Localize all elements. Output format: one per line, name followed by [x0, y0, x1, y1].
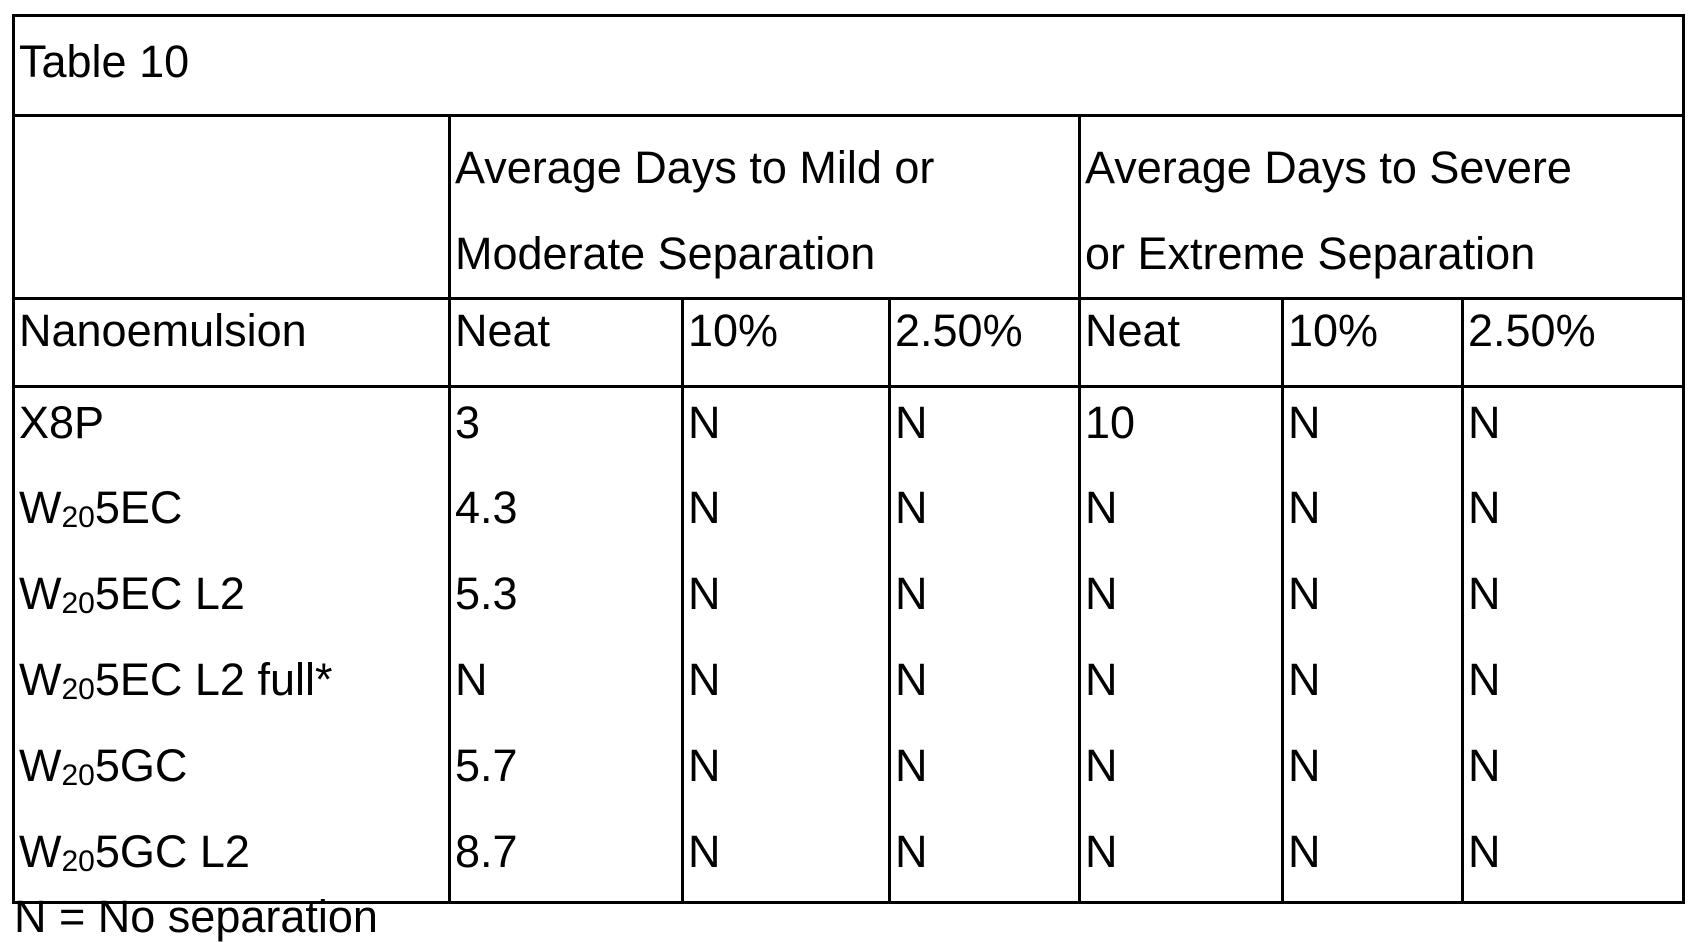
- table-cell: N: [1463, 817, 1684, 903]
- row-label: W205EC: [14, 473, 450, 559]
- table-cell: N: [683, 387, 890, 473]
- table-cell: N: [1283, 387, 1463, 473]
- row-label: W205GC L2: [14, 817, 450, 903]
- row-label: W205GC: [14, 731, 450, 817]
- table-cell: N: [683, 559, 890, 645]
- table-cell: N: [1283, 559, 1463, 645]
- table-cell: N: [1283, 817, 1463, 903]
- caption-row: Table 10: [14, 16, 1684, 116]
- table-cell: N: [890, 387, 1080, 473]
- table-cell: N: [1463, 645, 1684, 731]
- group-header-severe-line-2: or Extreme Separation: [1085, 211, 1682, 297]
- column-header: 10%: [1283, 299, 1463, 387]
- table-cell: N: [683, 645, 890, 731]
- table-cell: N: [1463, 559, 1684, 645]
- table-row: W205GC L2 8.7 N N N N N: [14, 817, 1684, 903]
- table-row: X8P 3 N N 10 N N: [14, 387, 1684, 473]
- column-header: Neat: [1080, 299, 1283, 387]
- table-cell: N: [890, 731, 1080, 817]
- column-header: 2.50%: [1463, 299, 1684, 387]
- row-label: X8P: [14, 387, 450, 473]
- table-cell: N: [1283, 645, 1463, 731]
- table-row: W205EC L2 5.3 N N N N N: [14, 559, 1684, 645]
- group-header-mild-line-2: Moderate Separation: [455, 211, 1078, 297]
- column-header: Neat: [450, 299, 683, 387]
- table-cell: 3: [450, 387, 683, 473]
- column-header: Nanoemulsion: [14, 299, 450, 387]
- table-cell: N: [1080, 559, 1283, 645]
- table-cell: N: [1463, 473, 1684, 559]
- row-label: W205EC L2 full*: [14, 645, 450, 731]
- table-cell: 4.3: [450, 473, 683, 559]
- table-cell: N: [890, 559, 1080, 645]
- table-cell: N: [1283, 473, 1463, 559]
- table-row: W205EC 4.3 N N N N N: [14, 473, 1684, 559]
- column-header: 10%: [683, 299, 890, 387]
- table-caption: Table 10: [14, 16, 1684, 116]
- table-cell: 5.3: [450, 559, 683, 645]
- row-label: W205EC L2: [14, 559, 450, 645]
- group-header-severe-line-1: Average Days to Severe: [1085, 125, 1682, 211]
- group-header-row: Average Days to Mild or Moderate Separat…: [14, 116, 1684, 299]
- table-cell: 5.7: [450, 731, 683, 817]
- table-cell: N: [683, 817, 890, 903]
- table-cell: 10: [1080, 387, 1283, 473]
- column-header: 2.50%: [890, 299, 1080, 387]
- group-header-mild: Average Days to Mild or Moderate Separat…: [450, 116, 1080, 299]
- table-body: X8P 3 N N 10 N N W205EC 4.3 N N N N N W2…: [14, 387, 1684, 903]
- group-header-blank: [14, 116, 450, 299]
- table-cell: N: [1283, 731, 1463, 817]
- table-footnote: N = No separation: [14, 894, 378, 939]
- table-cell: N: [890, 473, 1080, 559]
- table-cell: N: [1463, 731, 1684, 817]
- table-cell: N: [890, 645, 1080, 731]
- table-cell: N: [890, 817, 1080, 903]
- table-cell: N: [1080, 731, 1283, 817]
- table-row: W205EC L2 full* N N N N N N: [14, 645, 1684, 731]
- table-cell: N: [1463, 387, 1684, 473]
- table-cell: N: [683, 731, 890, 817]
- table-cell: N: [683, 473, 890, 559]
- data-table: Table 10 Average Days to Mild or Moderat…: [12, 14, 1685, 904]
- table-cell: N: [1080, 473, 1283, 559]
- table-cell: 8.7: [450, 817, 683, 903]
- group-header-mild-line-1: Average Days to Mild or: [455, 125, 1078, 211]
- table-row: W205GC 5.7 N N N N N: [14, 731, 1684, 817]
- column-header-row: Nanoemulsion Neat 10% 2.50% Neat 10% 2.5…: [14, 299, 1684, 387]
- group-header-severe: Average Days to Severe or Extreme Separa…: [1080, 116, 1684, 299]
- table-cell: N: [1080, 817, 1283, 903]
- table-cell: N: [1080, 645, 1283, 731]
- table-cell: N: [450, 645, 683, 731]
